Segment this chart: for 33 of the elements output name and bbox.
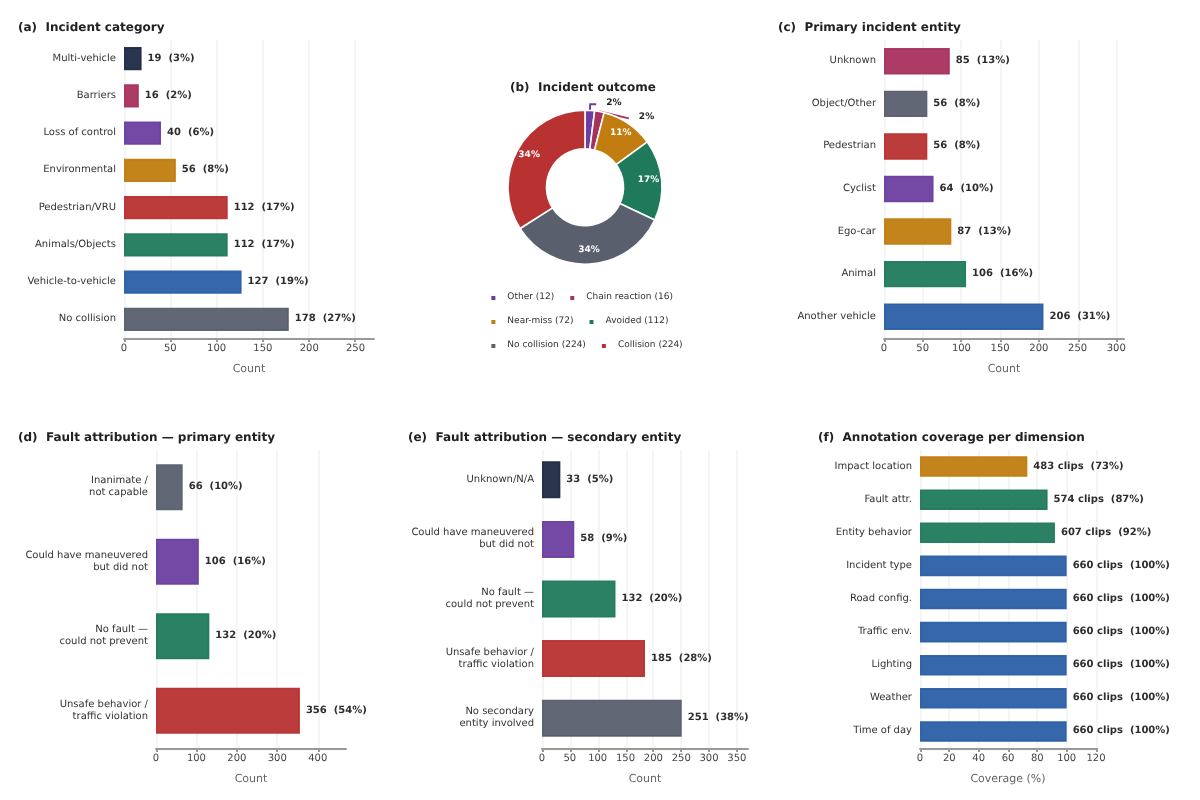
bar — [124, 121, 162, 145]
bar — [124, 270, 242, 294]
bar — [920, 456, 1028, 477]
bar — [124, 84, 139, 108]
bar — [124, 47, 142, 71]
bar — [542, 580, 616, 618]
bar — [884, 48, 950, 75]
bar — [920, 489, 1048, 510]
bar — [542, 520, 575, 558]
bar — [542, 640, 645, 678]
bar — [884, 218, 952, 245]
bar — [156, 687, 300, 734]
bar — [920, 721, 1067, 742]
bar — [124, 307, 289, 331]
bar — [884, 260, 967, 288]
bar — [920, 621, 1067, 643]
bar — [156, 613, 210, 660]
bar — [124, 196, 228, 220]
bar — [884, 175, 934, 203]
bar — [920, 654, 1067, 676]
bar — [920, 588, 1067, 610]
bar — [920, 555, 1067, 577]
bar — [884, 303, 1044, 330]
bar — [542, 461, 561, 499]
bar — [920, 688, 1067, 709]
bar — [124, 158, 176, 182]
bar — [884, 90, 928, 118]
bar — [156, 464, 183, 511]
bar — [124, 233, 228, 257]
bar — [156, 538, 199, 585]
bar — [920, 522, 1055, 544]
bar — [542, 699, 682, 737]
bar — [884, 133, 928, 160]
